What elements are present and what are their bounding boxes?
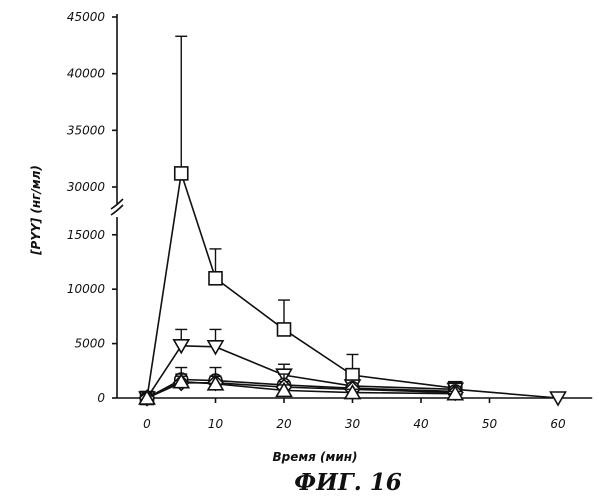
x-tick-label: 40 <box>413 417 429 431</box>
y-tick-label: 45000 <box>67 10 106 24</box>
square-marker <box>209 272 222 285</box>
square-marker <box>278 323 291 336</box>
y-tick-label: 40000 <box>67 67 106 81</box>
x-tick-label: 10 <box>208 417 224 431</box>
y-tick-label: 35000 <box>67 123 106 137</box>
y-tick-label: 10000 <box>67 282 106 296</box>
square-marker <box>175 167 188 180</box>
axes: 0 5000 10000 15000 30000 35000 40000 45000 0 10 20… <box>67 10 592 431</box>
series-square <box>141 36 462 404</box>
y-tick-label: 0 <box>97 391 105 405</box>
axis-break-mark <box>111 205 123 215</box>
series-line <box>147 173 455 398</box>
y-tick-label: 5000 <box>74 337 105 351</box>
data-series <box>140 36 566 405</box>
y-axis-title: [PYY] (нг/мл) <box>29 165 43 256</box>
x-tick-label: 30 <box>345 417 361 431</box>
figure-caption: ФИГ. 16 <box>294 469 401 496</box>
y-tick-label: 30000 <box>67 180 106 194</box>
x-tick-label: 60 <box>550 417 566 431</box>
y-tick-label: 15000 <box>67 228 106 242</box>
x-tick-label: 0 <box>143 417 151 431</box>
x-tick-label: 20 <box>276 417 292 431</box>
x-axis-title: Время (мин) <box>272 450 357 464</box>
x-tick-label: 50 <box>482 417 498 431</box>
